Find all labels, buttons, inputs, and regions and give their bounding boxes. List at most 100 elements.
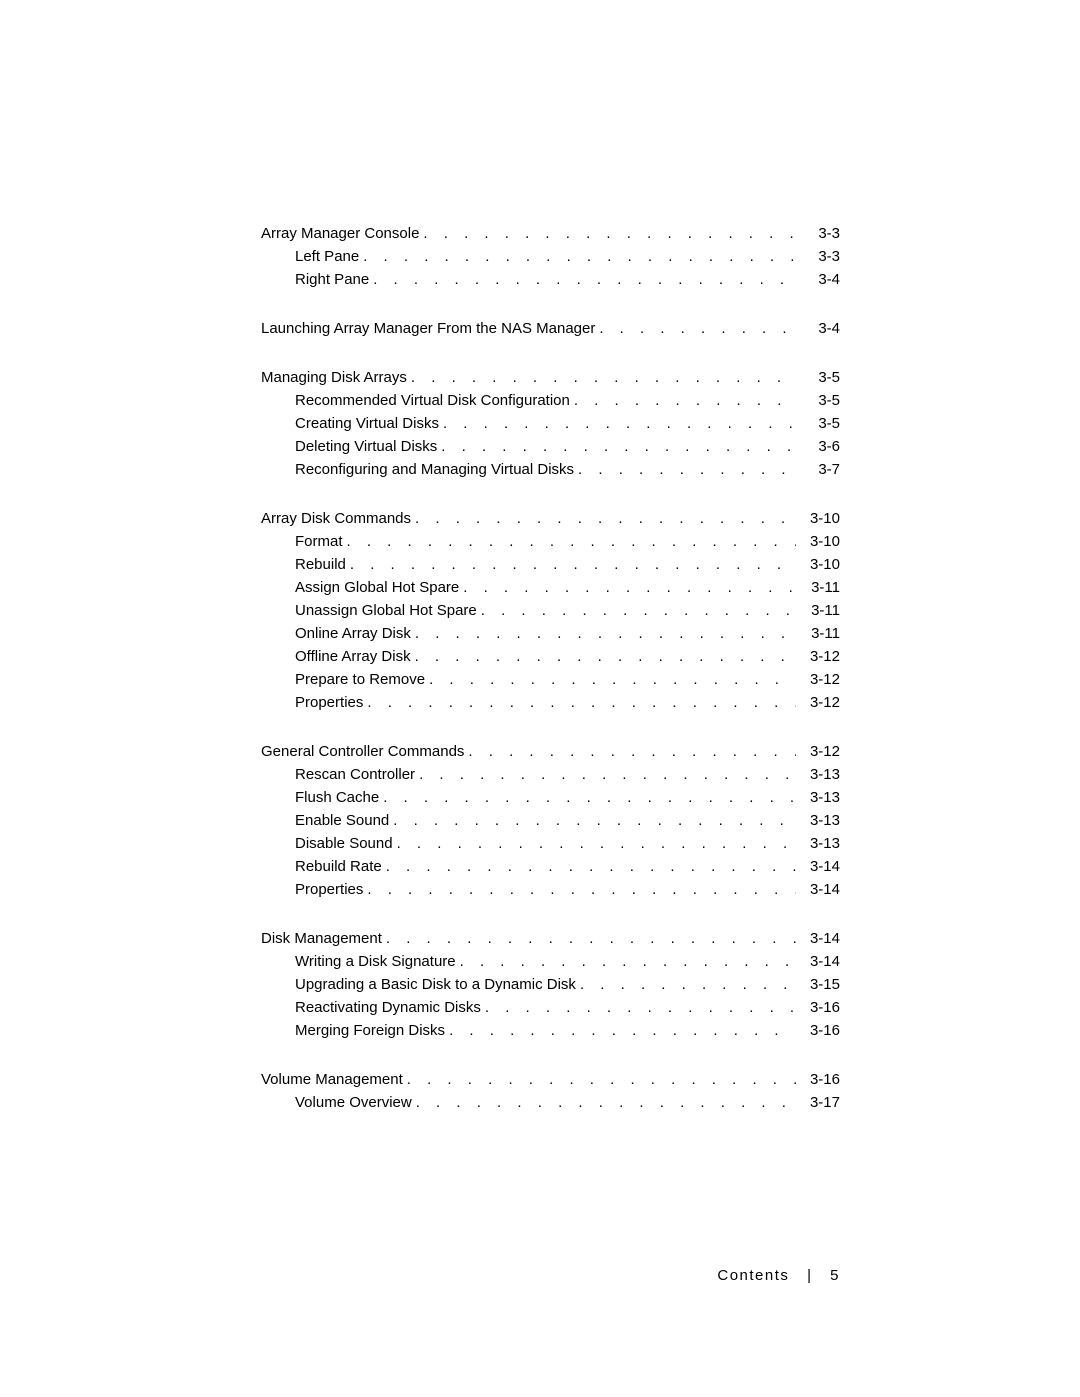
toc: Array Manager Console3-3Left Pane3-3Righ… bbox=[261, 222, 840, 1114]
toc-entry: Array Disk Commands3-10 bbox=[261, 507, 840, 530]
toc-entry-page: 3-7 bbox=[800, 462, 840, 477]
toc-entry-label: Properties bbox=[295, 882, 363, 897]
toc-entry: Rebuild Rate 3-14 bbox=[261, 855, 840, 878]
toc-section: Array Disk Commands3-10Format3-10 Rebuild… bbox=[261, 507, 840, 714]
dot-leader bbox=[419, 767, 796, 782]
toc-entry-page: 3-14 bbox=[800, 954, 840, 969]
toc-entry-page: 3-13 bbox=[800, 836, 840, 851]
toc-entry: Merging Foreign Disks 3-16 bbox=[261, 1019, 840, 1042]
toc-entry-page: 3-5 bbox=[800, 370, 840, 385]
toc-entry: General Controller Commands 3-12 bbox=[261, 740, 840, 763]
toc-entry-page: 3-14 bbox=[800, 882, 840, 897]
toc-entry: Online Array Disk3-11 bbox=[261, 622, 840, 645]
toc-entry-page: 3-11 bbox=[800, 626, 840, 641]
dot-leader bbox=[373, 272, 796, 287]
dot-leader bbox=[485, 1000, 796, 1015]
toc-entry-page: 3-16 bbox=[800, 1023, 840, 1038]
toc-entry-label: Enable Sound bbox=[295, 813, 389, 828]
footer-label: Contents bbox=[717, 1267, 789, 1284]
dot-leader bbox=[367, 882, 796, 897]
toc-entry: Format3-10 bbox=[261, 530, 840, 553]
toc-entry-label: Prepare to Remove bbox=[295, 672, 425, 687]
toc-entry: Managing Disk Arrays 3-5 bbox=[261, 366, 840, 389]
toc-entry-page: 3-13 bbox=[800, 767, 840, 782]
dot-leader bbox=[423, 226, 796, 241]
dot-leader bbox=[481, 603, 796, 618]
toc-entry: Disk Management 3-14 bbox=[261, 927, 840, 950]
toc-entry-label: Managing Disk Arrays bbox=[261, 370, 407, 385]
toc-entry-label: Disk Management bbox=[261, 931, 382, 946]
toc-section: Managing Disk Arrays3-5Recommended Virtu… bbox=[261, 366, 840, 481]
toc-entry-label: Unassign Global Hot Spare bbox=[295, 603, 477, 618]
toc-entry-label: Merging Foreign Disks bbox=[295, 1023, 445, 1038]
toc-entry-page: 3-15 bbox=[800, 977, 840, 992]
toc-entry-page: 3-12 bbox=[800, 744, 840, 759]
toc-entry-page: 3-5 bbox=[800, 393, 840, 408]
toc-entry-page: 3-13 bbox=[800, 813, 840, 828]
toc-entry: Flush Cache 3-13 bbox=[261, 786, 840, 809]
dot-leader bbox=[460, 954, 796, 969]
dot-leader bbox=[347, 534, 796, 549]
dot-leader bbox=[443, 416, 796, 431]
toc-entry: Reactivating Dynamic Disks3-16 bbox=[261, 996, 840, 1019]
toc-section: General Controller Commands3-12Rescan Co… bbox=[261, 740, 840, 901]
toc-entry-page: 3-17 bbox=[800, 1095, 840, 1110]
dot-leader bbox=[441, 439, 796, 454]
toc-entry-label: Properties bbox=[295, 695, 363, 710]
toc-entry-page: 3-12 bbox=[800, 649, 840, 664]
toc-entry-page: 3-13 bbox=[800, 790, 840, 805]
toc-entry-label: Flush Cache bbox=[295, 790, 379, 805]
dot-leader bbox=[463, 580, 796, 595]
dot-leader bbox=[363, 249, 796, 264]
toc-entry-label: Offline Array Disk bbox=[295, 649, 411, 664]
toc-entry-page: 3-16 bbox=[800, 1072, 840, 1087]
toc-entry: Deleting Virtual Disks3-6 bbox=[261, 435, 840, 458]
dot-leader bbox=[415, 649, 796, 664]
toc-entry: Enable Sound 3-13 bbox=[261, 809, 840, 832]
dot-leader bbox=[468, 744, 796, 759]
dot-leader bbox=[415, 626, 796, 641]
toc-entry: Assign Global Hot Spare3-11 bbox=[261, 576, 840, 599]
toc-entry: Disable Sound3-13 bbox=[261, 832, 840, 855]
dot-leader bbox=[393, 813, 796, 828]
dot-leader bbox=[407, 1072, 796, 1087]
toc-entry-label: Volume Management bbox=[261, 1072, 403, 1087]
toc-entry-label: Reconfiguring and Managing Virtual Disks bbox=[295, 462, 574, 477]
page-container: Array Manager Console3-3Left Pane3-3Righ… bbox=[0, 0, 1080, 1397]
toc-section: Array Manager Console3-3Left Pane3-3Righ… bbox=[261, 222, 840, 291]
toc-entry: Prepare to Remove3-12 bbox=[261, 668, 840, 691]
toc-entry: Reconfiguring and Managing Virtual Disks… bbox=[261, 458, 840, 481]
toc-entry-page: 3-14 bbox=[800, 859, 840, 874]
toc-entry-page: 3-6 bbox=[800, 439, 840, 454]
toc-entry-page: 3-11 bbox=[800, 580, 840, 595]
toc-entry-page: 3-4 bbox=[800, 272, 840, 287]
dot-leader bbox=[386, 931, 796, 946]
dot-leader bbox=[574, 393, 796, 408]
dot-leader bbox=[415, 511, 796, 526]
toc-entry-label: Upgrading a Basic Disk to a Dynamic Disk bbox=[295, 977, 576, 992]
footer: Contents | 5 bbox=[717, 1267, 840, 1284]
toc-entry: Recommended Virtual Disk Configuration3-… bbox=[261, 389, 840, 412]
toc-entry-page: 3-14 bbox=[800, 931, 840, 946]
toc-entry: Right Pane3-4 bbox=[261, 268, 840, 291]
toc-entry-page: 3-12 bbox=[800, 695, 840, 710]
toc-entry-label: Rebuild Rate bbox=[295, 859, 382, 874]
dot-leader bbox=[429, 672, 796, 687]
footer-page-number: 5 bbox=[830, 1267, 840, 1284]
toc-entry: Volume Overview3-17 bbox=[261, 1091, 840, 1114]
dot-leader bbox=[416, 1095, 796, 1110]
toc-entry-label: Reactivating Dynamic Disks bbox=[295, 1000, 481, 1015]
dot-leader bbox=[599, 321, 796, 336]
dot-leader bbox=[580, 977, 796, 992]
toc-entry-label: Rebuild bbox=[295, 557, 346, 572]
toc-entry-page: 3-11 bbox=[800, 603, 840, 618]
toc-entry-page: 3-3 bbox=[800, 226, 840, 241]
toc-entry: Volume Management 3-16 bbox=[261, 1068, 840, 1091]
toc-entry: Launching Array Manager From the NAS Man… bbox=[261, 317, 840, 340]
dot-leader bbox=[386, 859, 796, 874]
toc-entry: Upgrading a Basic Disk to a Dynamic Disk… bbox=[261, 973, 840, 996]
toc-entry: Writing a Disk Signature3-14 bbox=[261, 950, 840, 973]
toc-entry: Properties 3-14 bbox=[261, 878, 840, 901]
toc-section: Launching Array Manager From the NAS Man… bbox=[261, 317, 840, 340]
toc-entry-label: General Controller Commands bbox=[261, 744, 464, 759]
